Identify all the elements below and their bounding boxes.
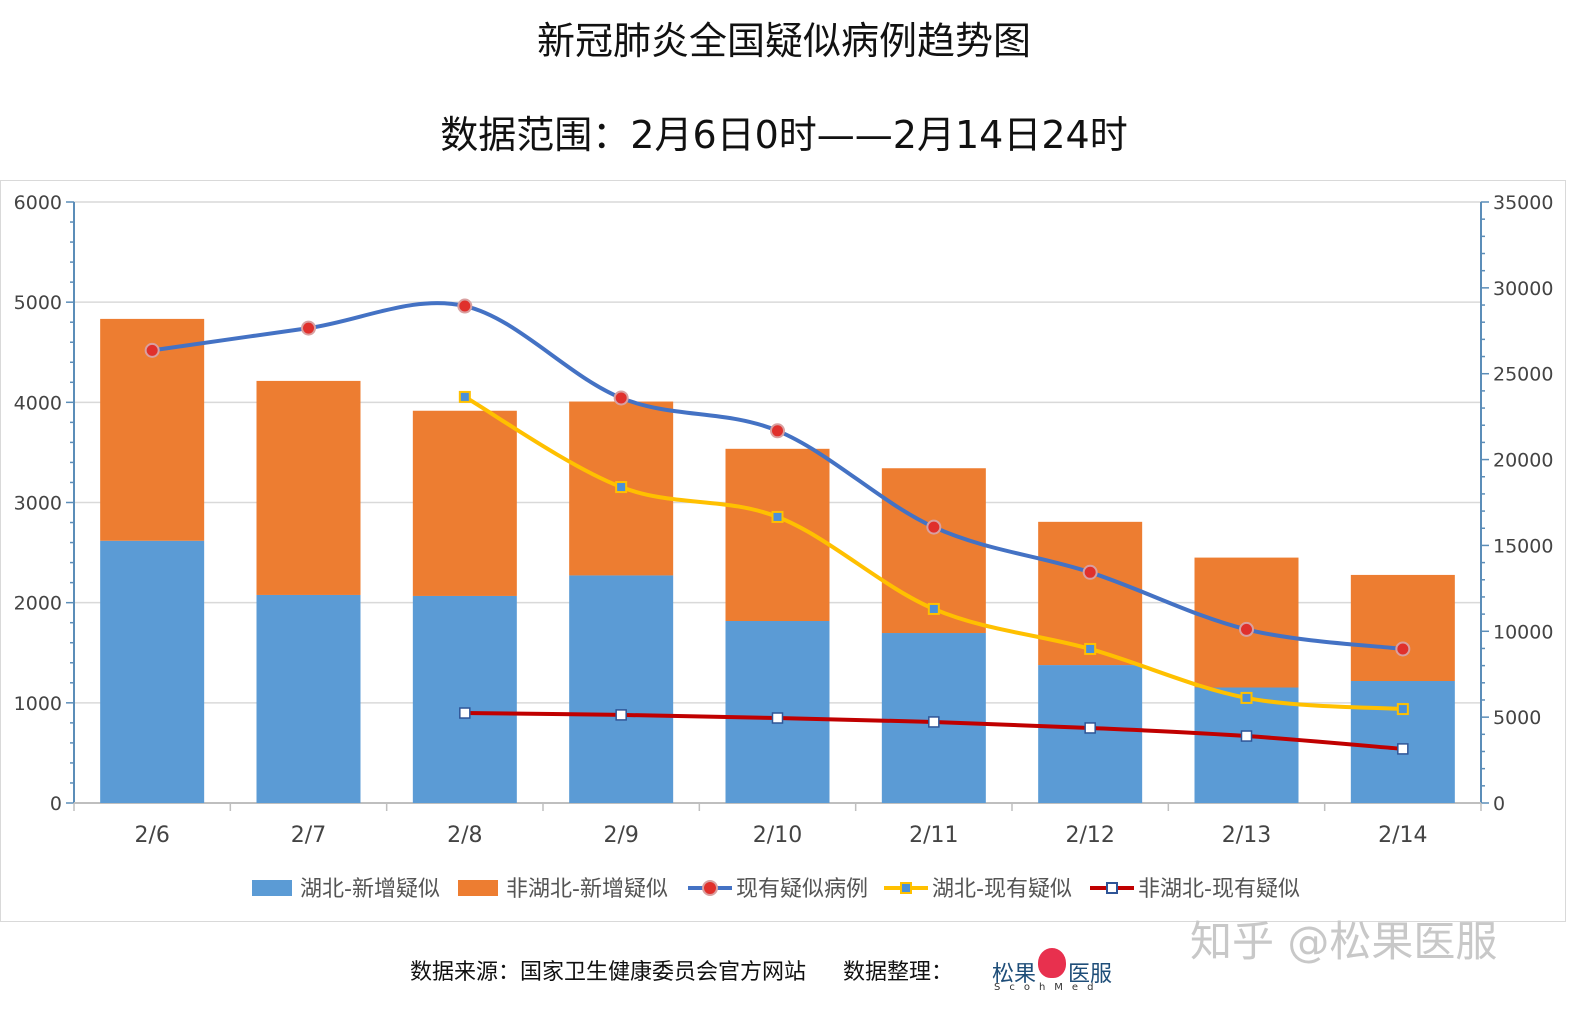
data-compiled-label: 数据整理： xyxy=(843,960,954,985)
legend-marker xyxy=(702,880,718,896)
left-tick-label: 3000 xyxy=(14,493,62,515)
right-tick-label: 15000 xyxy=(1493,535,1553,557)
right-tick-label: 25000 xyxy=(1493,364,1553,386)
point-marker xyxy=(1084,722,1096,734)
legend-marker xyxy=(900,882,912,894)
x-tick-label: 2/8 xyxy=(447,823,482,848)
point-marker xyxy=(1395,641,1411,657)
point-marker xyxy=(615,481,628,494)
x-tick-label: 2/7 xyxy=(291,823,326,848)
bar-non-hubei-new xyxy=(412,410,517,596)
point-marker xyxy=(615,709,627,721)
point-marker xyxy=(1397,743,1409,755)
bar-hubei-new xyxy=(725,620,830,803)
logo: 松果 医服 ScohMed xyxy=(992,940,1122,1000)
bar-hubei-new xyxy=(412,595,517,803)
point-marker xyxy=(613,390,629,406)
right-tick-label: 30000 xyxy=(1493,278,1553,300)
x-tick-label: 2/11 xyxy=(909,823,958,848)
bar-hubei-new xyxy=(569,575,674,803)
x-tick-label: 2/14 xyxy=(1378,823,1427,848)
chart: 0 1000 2000 3000 4000 5000 6000 0 5000 10000 15000… xyxy=(14,192,1554,902)
point-marker xyxy=(458,390,471,403)
point-marker xyxy=(1084,642,1097,655)
point-marker xyxy=(144,342,160,358)
chart-subtitle: 数据范围：2月6日0时——2月14日24时 xyxy=(440,113,1128,157)
legend-label: 湖北-现有疑似 xyxy=(932,877,1072,902)
left-tick-label: 5000 xyxy=(14,292,62,314)
legend-label: 湖北-新增疑似 xyxy=(300,877,440,902)
left-tick-label: 0 xyxy=(50,793,62,815)
chart-title: 新冠肺炎全国疑似病例趋势图 xyxy=(536,19,1031,63)
x-tick-label: 2/6 xyxy=(134,823,169,848)
right-tick-label: 10000 xyxy=(1493,621,1553,643)
logo-text-left: 松果 xyxy=(992,962,1037,987)
legend-marker xyxy=(1106,882,1118,894)
right-tick-label: 0 xyxy=(1493,793,1505,815)
legend-swatch xyxy=(458,880,498,896)
bar-hubei-new xyxy=(100,540,205,803)
point-marker xyxy=(771,510,784,523)
point-marker xyxy=(1240,730,1253,742)
point-marker xyxy=(1082,564,1098,580)
point-marker xyxy=(926,519,942,535)
bar-hubei-new xyxy=(1038,665,1143,803)
point-marker xyxy=(301,320,316,336)
footer: 数据来源：国家卫生健康委员会官方网站 数据整理： xyxy=(410,954,953,986)
left-tick-label: 6000 xyxy=(14,192,62,214)
right-tick-label: 5000 xyxy=(1493,707,1541,729)
right-tick-label: 20000 xyxy=(1493,450,1553,472)
point-marker xyxy=(928,716,940,728)
point-marker xyxy=(1240,691,1253,704)
left-tick-label: 2000 xyxy=(14,593,62,615)
legend-swatch xyxy=(252,880,292,896)
x-tick-label: 2/10 xyxy=(753,823,802,848)
point-marker xyxy=(1396,703,1409,716)
point-marker xyxy=(457,298,473,314)
legend-label: 现有疑似病例 xyxy=(736,877,868,902)
point-marker xyxy=(771,712,784,724)
data-source: 数据来源：国家卫生健康委员会官方网站 xyxy=(410,960,807,985)
legend-label: 非湖北-现有疑似 xyxy=(1138,877,1300,902)
bar-non-hubei-new xyxy=(256,380,361,595)
point-marker xyxy=(1239,621,1254,637)
x-tick-label: 2/13 xyxy=(1222,823,1271,848)
point-marker xyxy=(459,707,471,719)
bar-hubei-new xyxy=(1194,687,1299,803)
point-marker xyxy=(770,423,785,439)
point-marker xyxy=(927,602,940,615)
left-tick-label: 4000 xyxy=(14,392,62,414)
x-tick-label: 2/12 xyxy=(1065,823,1114,848)
right-tick-label: 35000 xyxy=(1493,192,1553,214)
logo-text-right: 医服 xyxy=(1068,962,1113,987)
bar-hubei-new xyxy=(256,594,361,803)
x-tick-label: 2/9 xyxy=(603,823,638,848)
watermark: 知乎 @松果医服 xyxy=(1190,917,1498,966)
pot-icon xyxy=(1038,948,1066,978)
bar-hubei-new xyxy=(1350,680,1455,803)
left-tick-label: 1000 xyxy=(14,693,62,715)
chart-frame xyxy=(0,180,1566,922)
legend-label: 非湖北-新增疑似 xyxy=(506,877,668,902)
logo-text-en: ScohMed xyxy=(994,982,1103,993)
bar-non-hubei-new xyxy=(1350,574,1455,681)
